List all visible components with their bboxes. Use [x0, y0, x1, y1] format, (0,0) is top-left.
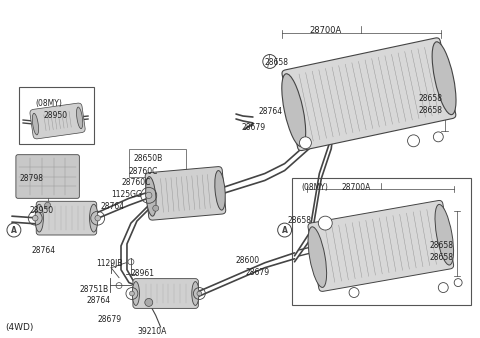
Text: (08MY): (08MY) — [36, 99, 62, 108]
Text: 28658: 28658 — [419, 106, 443, 115]
Text: 28700A: 28700A — [341, 184, 371, 192]
Text: 28658: 28658 — [265, 57, 289, 67]
Text: 28760C: 28760C — [129, 167, 158, 175]
Text: 28950: 28950 — [44, 111, 68, 120]
Text: 28679: 28679 — [246, 268, 270, 277]
Circle shape — [438, 283, 448, 292]
Circle shape — [33, 215, 38, 221]
Text: 28658: 28658 — [288, 216, 312, 225]
Ellipse shape — [90, 204, 98, 232]
Text: 28798: 28798 — [20, 173, 44, 183]
Text: 28658: 28658 — [419, 94, 443, 103]
FancyBboxPatch shape — [30, 103, 85, 139]
Ellipse shape — [192, 282, 199, 306]
FancyBboxPatch shape — [16, 155, 79, 198]
Ellipse shape — [308, 227, 326, 287]
FancyBboxPatch shape — [19, 87, 94, 144]
FancyBboxPatch shape — [145, 167, 226, 220]
Text: 1129JB: 1129JB — [96, 259, 123, 268]
Circle shape — [145, 192, 152, 198]
Circle shape — [408, 135, 420, 147]
Circle shape — [263, 54, 276, 68]
Circle shape — [300, 137, 312, 149]
Circle shape — [349, 288, 359, 297]
Text: 28764: 28764 — [32, 246, 56, 255]
Circle shape — [153, 205, 159, 211]
Ellipse shape — [35, 204, 43, 232]
Text: (4WD): (4WD) — [5, 323, 34, 332]
Text: 28764: 28764 — [259, 107, 283, 116]
Circle shape — [454, 279, 462, 287]
Text: A: A — [11, 225, 17, 235]
Ellipse shape — [435, 204, 454, 265]
Ellipse shape — [282, 74, 306, 147]
Circle shape — [45, 202, 50, 208]
Text: 28764: 28764 — [100, 202, 124, 211]
FancyBboxPatch shape — [282, 38, 456, 150]
FancyBboxPatch shape — [291, 178, 471, 306]
Text: 1125GG: 1125GG — [111, 190, 142, 199]
Text: A: A — [282, 225, 288, 235]
Text: (08MY): (08MY) — [301, 184, 328, 192]
FancyBboxPatch shape — [36, 201, 96, 235]
FancyBboxPatch shape — [133, 279, 198, 308]
Text: 28760C: 28760C — [121, 178, 150, 188]
Ellipse shape — [32, 113, 38, 135]
Text: 28650B: 28650B — [134, 154, 163, 163]
Text: 28679: 28679 — [97, 315, 121, 324]
Text: 39210A: 39210A — [138, 327, 167, 336]
Ellipse shape — [76, 107, 83, 129]
Ellipse shape — [432, 42, 456, 115]
Circle shape — [7, 223, 21, 237]
Text: 28700A: 28700A — [310, 26, 342, 35]
Text: 28961: 28961 — [131, 269, 155, 278]
Circle shape — [145, 298, 153, 307]
Text: 28658: 28658 — [430, 241, 454, 250]
Circle shape — [95, 215, 100, 221]
Text: 28764: 28764 — [86, 296, 110, 306]
Text: 28658: 28658 — [430, 253, 454, 262]
Circle shape — [130, 291, 134, 296]
Text: 28600: 28600 — [235, 256, 259, 265]
Text: 28950: 28950 — [30, 206, 54, 215]
Ellipse shape — [132, 282, 140, 306]
Circle shape — [433, 132, 443, 142]
Text: 28679: 28679 — [242, 123, 266, 132]
Circle shape — [278, 223, 291, 237]
Circle shape — [197, 291, 202, 296]
FancyBboxPatch shape — [308, 200, 454, 291]
Ellipse shape — [215, 171, 225, 210]
Circle shape — [318, 216, 332, 230]
Text: 28751B: 28751B — [79, 285, 108, 294]
Ellipse shape — [145, 177, 156, 216]
